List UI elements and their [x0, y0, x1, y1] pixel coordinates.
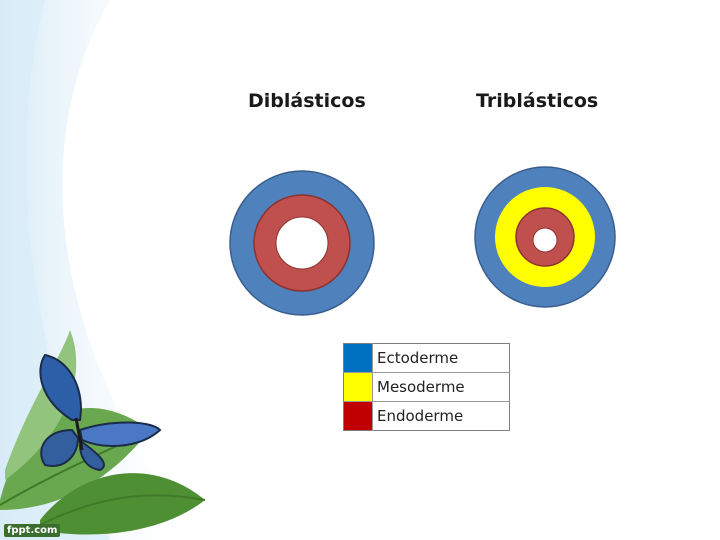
triblastic-diagram	[474, 166, 616, 308]
legend-swatch-ectoderm	[343, 343, 373, 373]
legend-swatch-endoderm	[343, 401, 373, 431]
legend-swatch-mesoderm	[343, 372, 373, 402]
legend-row-mesoderm: Mesoderme	[343, 372, 510, 402]
legend-label-endoderm: Endoderme	[372, 401, 510, 431]
diblastic-diagram	[229, 170, 375, 316]
triblastic-lumen	[532, 227, 558, 253]
legend-row-endoderm: Endoderme	[343, 401, 510, 431]
background-swoosh	[0, 0, 110, 540]
triblastic-title: Triblásticos	[476, 90, 599, 112]
legend-label-ectoderm: Ectoderme	[377, 349, 459, 367]
legend-row-ectoderm: Ectoderme	[343, 343, 510, 373]
germ-layer-legend: Ectoderme Mesoderme Endoderme	[343, 343, 510, 431]
butterfly-icon	[39, 353, 162, 472]
watermark-logo: fppt.com	[4, 524, 61, 537]
diblastic-title: Diblásticos	[248, 90, 366, 112]
diblastic-lumen	[275, 216, 329, 270]
legend-label-mesoderm: Mesoderme	[372, 372, 510, 402]
